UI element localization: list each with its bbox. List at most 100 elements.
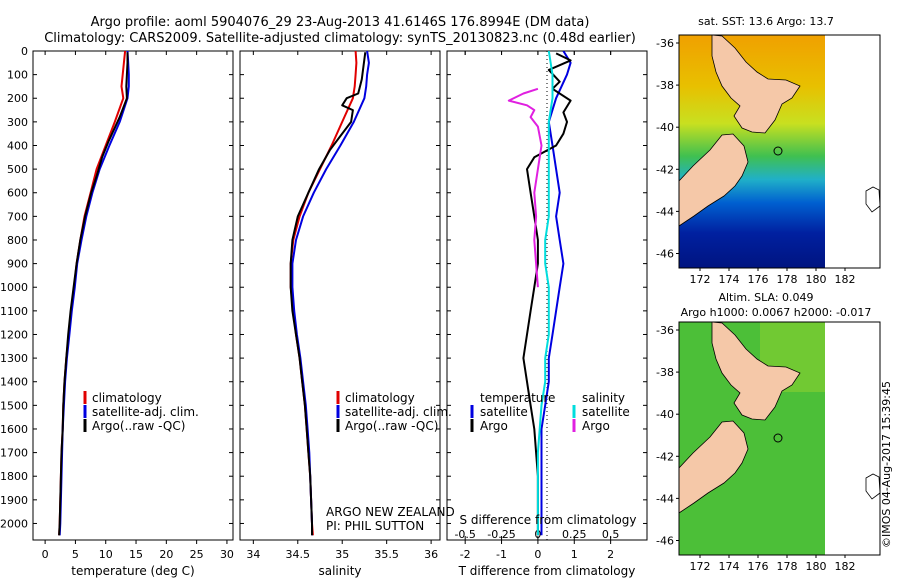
title-line-2: Climatology: CARS2009. Satellite-adjuste… [44, 31, 636, 46]
depth-tick-label: 900 [7, 258, 28, 271]
sla-no-data-region [825, 322, 880, 555]
s-difference-label: S difference from climatology [460, 513, 637, 527]
lon-tick-label: 180 [806, 560, 827, 573]
depth-tick-label: 1600 [0, 423, 28, 436]
sla-map-subtitle: Argo h1000: 0.0067 h2000: -0.017 [681, 306, 872, 319]
salinity-difference-x-axis: -0.5 -0.25 0 0.25 0.5 [454, 51, 619, 541]
x-tick-label: 36 [424, 548, 438, 561]
sla-map-frame [678, 321, 881, 556]
x-tick-label: 10 [99, 548, 113, 561]
lat-tick-label: -46 [656, 534, 674, 547]
lat-tick-label: -38 [656, 366, 674, 379]
depth-tick-label: 1300 [0, 352, 28, 365]
series-line-climatology [289, 51, 358, 536]
title-line-1: Argo profile: aoml 5904076_29 23-Aug-201… [91, 15, 590, 30]
x-tick-label: 2 [607, 548, 614, 561]
depth-tick-label: 0 [21, 45, 28, 58]
x-tick-label: 1 [571, 548, 578, 561]
lon-tick-label: 180 [806, 273, 827, 286]
lon-tick-label: 182 [835, 560, 856, 573]
lon-tick-label: 172 [690, 273, 711, 286]
sla-map-title: Altim. SLA: 0.049 [718, 291, 813, 304]
series-line-argo-raw-qc [58, 52, 129, 536]
lon-tick-label: 176 [748, 273, 769, 286]
sst-no-data-region [825, 35, 880, 268]
depth-tick-label: 700 [7, 210, 28, 223]
legend-label-s-argo: Argo [582, 419, 610, 433]
float-program-label: ARGO NEW ZEALAND [326, 505, 455, 519]
lat-tick-label: -44 [656, 492, 674, 505]
difference-legend: temperature salinity satellite Argo sate… [470, 391, 630, 433]
x-tick-label: 20 [159, 548, 173, 561]
x-tick-label: 34.5 [286, 548, 311, 561]
lat-tick-label: -38 [656, 79, 674, 92]
depth-tick-label: 200 [7, 92, 28, 105]
argo-float-position-marker [773, 146, 783, 156]
x-tick-label: 0 [534, 548, 541, 561]
lon-tick-label: 172 [690, 560, 711, 573]
depth-tick-label: 600 [7, 187, 28, 200]
lat-tick-label: -36 [656, 324, 674, 337]
south-island-land [678, 133, 749, 227]
series-line-satellite-adj-clim [291, 51, 370, 536]
x-tick-label: -0.5 [454, 528, 475, 541]
temperature-x-axis: 0 5 10 15 20 25 30 [42, 51, 234, 561]
temperature-xlabel: temperature (deg C) [71, 564, 194, 578]
lon-tick-label: 174 [719, 273, 740, 286]
legend-label-t-argo: Argo [480, 419, 508, 433]
sst-map-frame [678, 34, 881, 269]
depth-axis: 0 100 200 300 400 500 600 700 800 900 1000 1100 1200… [0, 45, 647, 530]
x-tick-label: -0.25 [487, 528, 515, 541]
salinity-series [289, 51, 370, 536]
depth-tick-label: 1700 [0, 447, 28, 460]
depth-tick-label: 300 [7, 116, 28, 129]
salinity-x-axis: 34 34.5 35 35.5 36 [246, 51, 438, 561]
x-tick-label: 15 [129, 548, 143, 561]
x-tick-label: 30 [220, 548, 234, 561]
south-island-land [678, 420, 749, 514]
x-tick-label: 34 [246, 548, 260, 561]
depth-tick-label: 1800 [0, 470, 28, 483]
depth-tick-label: 2000 [0, 517, 28, 530]
depth-tick-label: 400 [7, 139, 28, 152]
temperature-difference-x-axis: -2 -1 0 1 2 [460, 51, 614, 561]
sst-map-title: sat. SST: 13.6 Argo: 13.7 [698, 15, 834, 28]
float-pi-label: PI: PHIL SUTTON [326, 519, 424, 533]
depth-tick-label: 1100 [0, 305, 28, 318]
temperature-series [58, 51, 130, 536]
legend-label-climatology: climatology [345, 391, 415, 405]
series-line-t-satellite [540, 51, 572, 536]
depth-tick-label: 1900 [0, 494, 28, 507]
lat-tick-label: -42 [656, 163, 674, 176]
salinity-legend: climatology satellite-adj. clim. Argo(..… [336, 391, 452, 433]
depth-tick-label: 800 [7, 234, 28, 247]
sla-map-axes: -36 -38 -40 -42 -44 -46 172 174 176 178 180 182 [656, 324, 855, 573]
difference-series [507, 51, 572, 536]
sst-map-axes: -36 -38 -40 -42 -44 -46 172 174 176 178 180 182 [656, 37, 855, 286]
x-tick-label: 35 [335, 548, 349, 561]
sla-map [678, 321, 881, 556]
temperature-panel-frame [32, 50, 234, 541]
lat-tick-label: -42 [656, 450, 674, 463]
x-tick-label: -2 [460, 548, 471, 561]
sst-map [678, 34, 881, 269]
legend-header-temperature: temperature [480, 391, 555, 405]
depth-tick-label: 100 [7, 69, 28, 82]
x-tick-label: 0.5 [602, 528, 620, 541]
x-tick-label: -1 [496, 548, 507, 561]
series-line-s-argo [507, 87, 543, 288]
legend-header-salinity: salinity [582, 391, 625, 405]
depth-tick-label: 1500 [0, 399, 28, 412]
x-tick-label: 0 [42, 548, 49, 561]
x-tick-label: 5 [72, 548, 79, 561]
lon-tick-label: 178 [777, 560, 798, 573]
legend-label-climatology: climatology [92, 391, 162, 405]
lat-tick-label: -46 [656, 247, 674, 260]
series-line-argo-raw-qc [289, 52, 367, 536]
series-line-satellite-adj-clim [58, 51, 130, 536]
salinity-panel-frame [239, 50, 441, 541]
legend-label-argo: Argo(..raw -QC) [345, 419, 438, 433]
lon-tick-label: 182 [835, 273, 856, 286]
north-island-land [711, 321, 801, 421]
